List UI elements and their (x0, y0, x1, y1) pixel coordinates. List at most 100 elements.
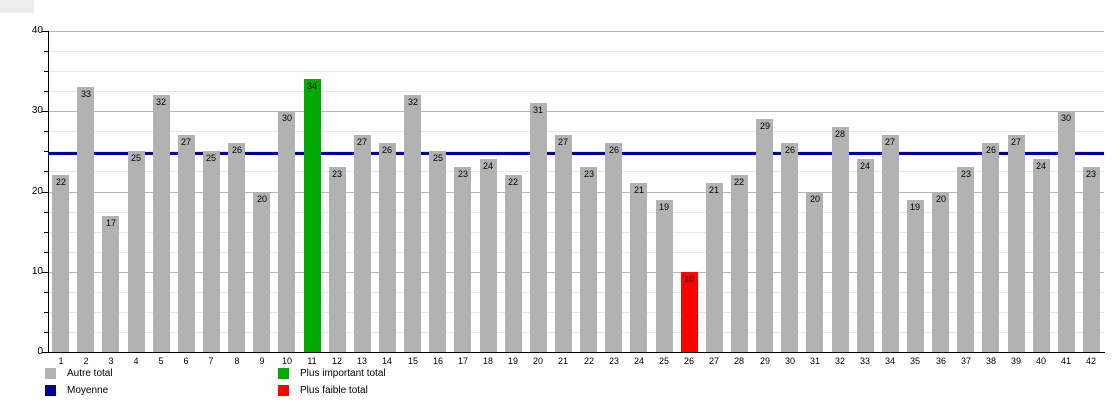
x-tick-label: 3 (108, 356, 114, 366)
bar-value-label: 32 (155, 97, 166, 107)
bar-value-label: 22 (733, 177, 744, 187)
y-minor-tick (44, 212, 48, 213)
x-tick-label: 21 (557, 356, 568, 366)
x-tick-label: 35 (909, 356, 920, 366)
x-tick-label: 33 (859, 356, 870, 366)
bar-13 (354, 135, 371, 352)
x-axis (48, 352, 1105, 353)
corner-artifact (0, 0, 34, 13)
bar-25 (656, 200, 673, 352)
average-line-moyenne (48, 152, 1104, 155)
bar-value-label: 21 (708, 185, 719, 195)
bar-5 (153, 95, 170, 352)
legend-label-autre-total: Autre total (67, 368, 113, 379)
bar-value-label: 26 (231, 145, 242, 155)
major-gridline (48, 31, 1104, 32)
bar-1 (52, 175, 69, 352)
x-tick-label: 24 (633, 356, 644, 366)
y-major-tick (42, 352, 48, 353)
x-tick-label: 10 (281, 356, 292, 366)
bar-4 (128, 151, 145, 352)
bar-39 (1008, 135, 1025, 352)
x-tick-label: 19 (507, 356, 518, 366)
bar-value-label: 31 (532, 105, 543, 115)
y-major-tick (42, 31, 48, 32)
y-tick-label: 20 (31, 186, 43, 197)
minor-gridline (48, 71, 1104, 72)
x-tick-label: 34 (884, 356, 895, 366)
bar-28 (731, 175, 748, 352)
x-tick-label: 9 (259, 356, 265, 366)
bar-19 (505, 175, 522, 352)
x-tick-label: 27 (708, 356, 719, 366)
x-tick-label: 6 (183, 356, 189, 366)
y-minor-tick (44, 312, 48, 313)
bar-12 (329, 167, 346, 352)
legend-swatch-moyenne (45, 385, 56, 396)
x-tick-label: 42 (1085, 356, 1096, 366)
x-tick-label: 18 (482, 356, 493, 366)
bar-22 (580, 167, 597, 352)
bar-value-label: 17 (105, 218, 116, 228)
bar-26 (681, 272, 698, 352)
x-tick-label: 31 (809, 356, 820, 366)
x-tick-label: 37 (960, 356, 971, 366)
bar-20 (530, 103, 547, 352)
bar-7 (203, 151, 220, 352)
x-tick-label: 14 (381, 356, 392, 366)
bar-31 (806, 192, 823, 353)
x-tick-label: 22 (583, 356, 594, 366)
legend-swatch-plus-faible-total (278, 385, 289, 396)
x-tick-label: 7 (208, 356, 214, 366)
bar-40 (1033, 159, 1050, 352)
x-tick-label: 12 (331, 356, 342, 366)
bar-value-label: 10 (683, 274, 694, 284)
y-minor-tick (44, 91, 48, 92)
legend-swatch-autre-total (45, 368, 56, 379)
bar-value-label: 22 (507, 177, 518, 187)
x-tick-label: 13 (356, 356, 367, 366)
x-tick-label: 8 (234, 356, 240, 366)
bar-6 (178, 135, 195, 352)
bar-value-label: 19 (658, 202, 669, 212)
x-tick-label: 26 (683, 356, 694, 366)
bar-value-label: 27 (557, 137, 568, 147)
bar-14 (379, 143, 396, 352)
y-minor-tick (44, 292, 48, 293)
bar-value-label: 32 (407, 97, 418, 107)
bar-value-label: 21 (633, 185, 644, 195)
bar-value-label: 27 (884, 137, 895, 147)
bar-value-label: 26 (985, 145, 996, 155)
x-tick-label: 38 (985, 356, 996, 366)
bar-23 (605, 143, 622, 352)
bar-value-label: 19 (909, 202, 920, 212)
bar-30 (781, 143, 798, 352)
legend-label-plus-important-total: Plus important total (300, 368, 386, 379)
bar-36 (932, 192, 949, 353)
bar-value-label: 23 (960, 169, 971, 179)
bar-value-label: 26 (784, 145, 795, 155)
y-major-tick (42, 111, 48, 112)
x-tick-label: 40 (1035, 356, 1046, 366)
y-tick-label: 30 (31, 105, 43, 116)
bar-value-label: 23 (457, 169, 468, 179)
minor-gridline (48, 252, 1104, 253)
bar-16 (429, 151, 446, 352)
bar-21 (555, 135, 572, 352)
bar-18 (480, 159, 497, 352)
bar-38 (982, 143, 999, 352)
x-tick-label: 5 (158, 356, 164, 366)
x-tick-label: 16 (432, 356, 443, 366)
x-tick-label: 36 (935, 356, 946, 366)
bar-value-label: 22 (55, 177, 66, 187)
bar-2 (77, 87, 94, 352)
minor-gridline (48, 151, 1104, 152)
x-tick-label: 15 (407, 356, 418, 366)
minor-gridline (48, 51, 1104, 52)
bar-value-label: 23 (1085, 169, 1096, 179)
bar-11 (304, 79, 321, 352)
minor-gridline (48, 332, 1104, 333)
major-gridline (48, 192, 1104, 193)
bar-32 (832, 127, 849, 352)
